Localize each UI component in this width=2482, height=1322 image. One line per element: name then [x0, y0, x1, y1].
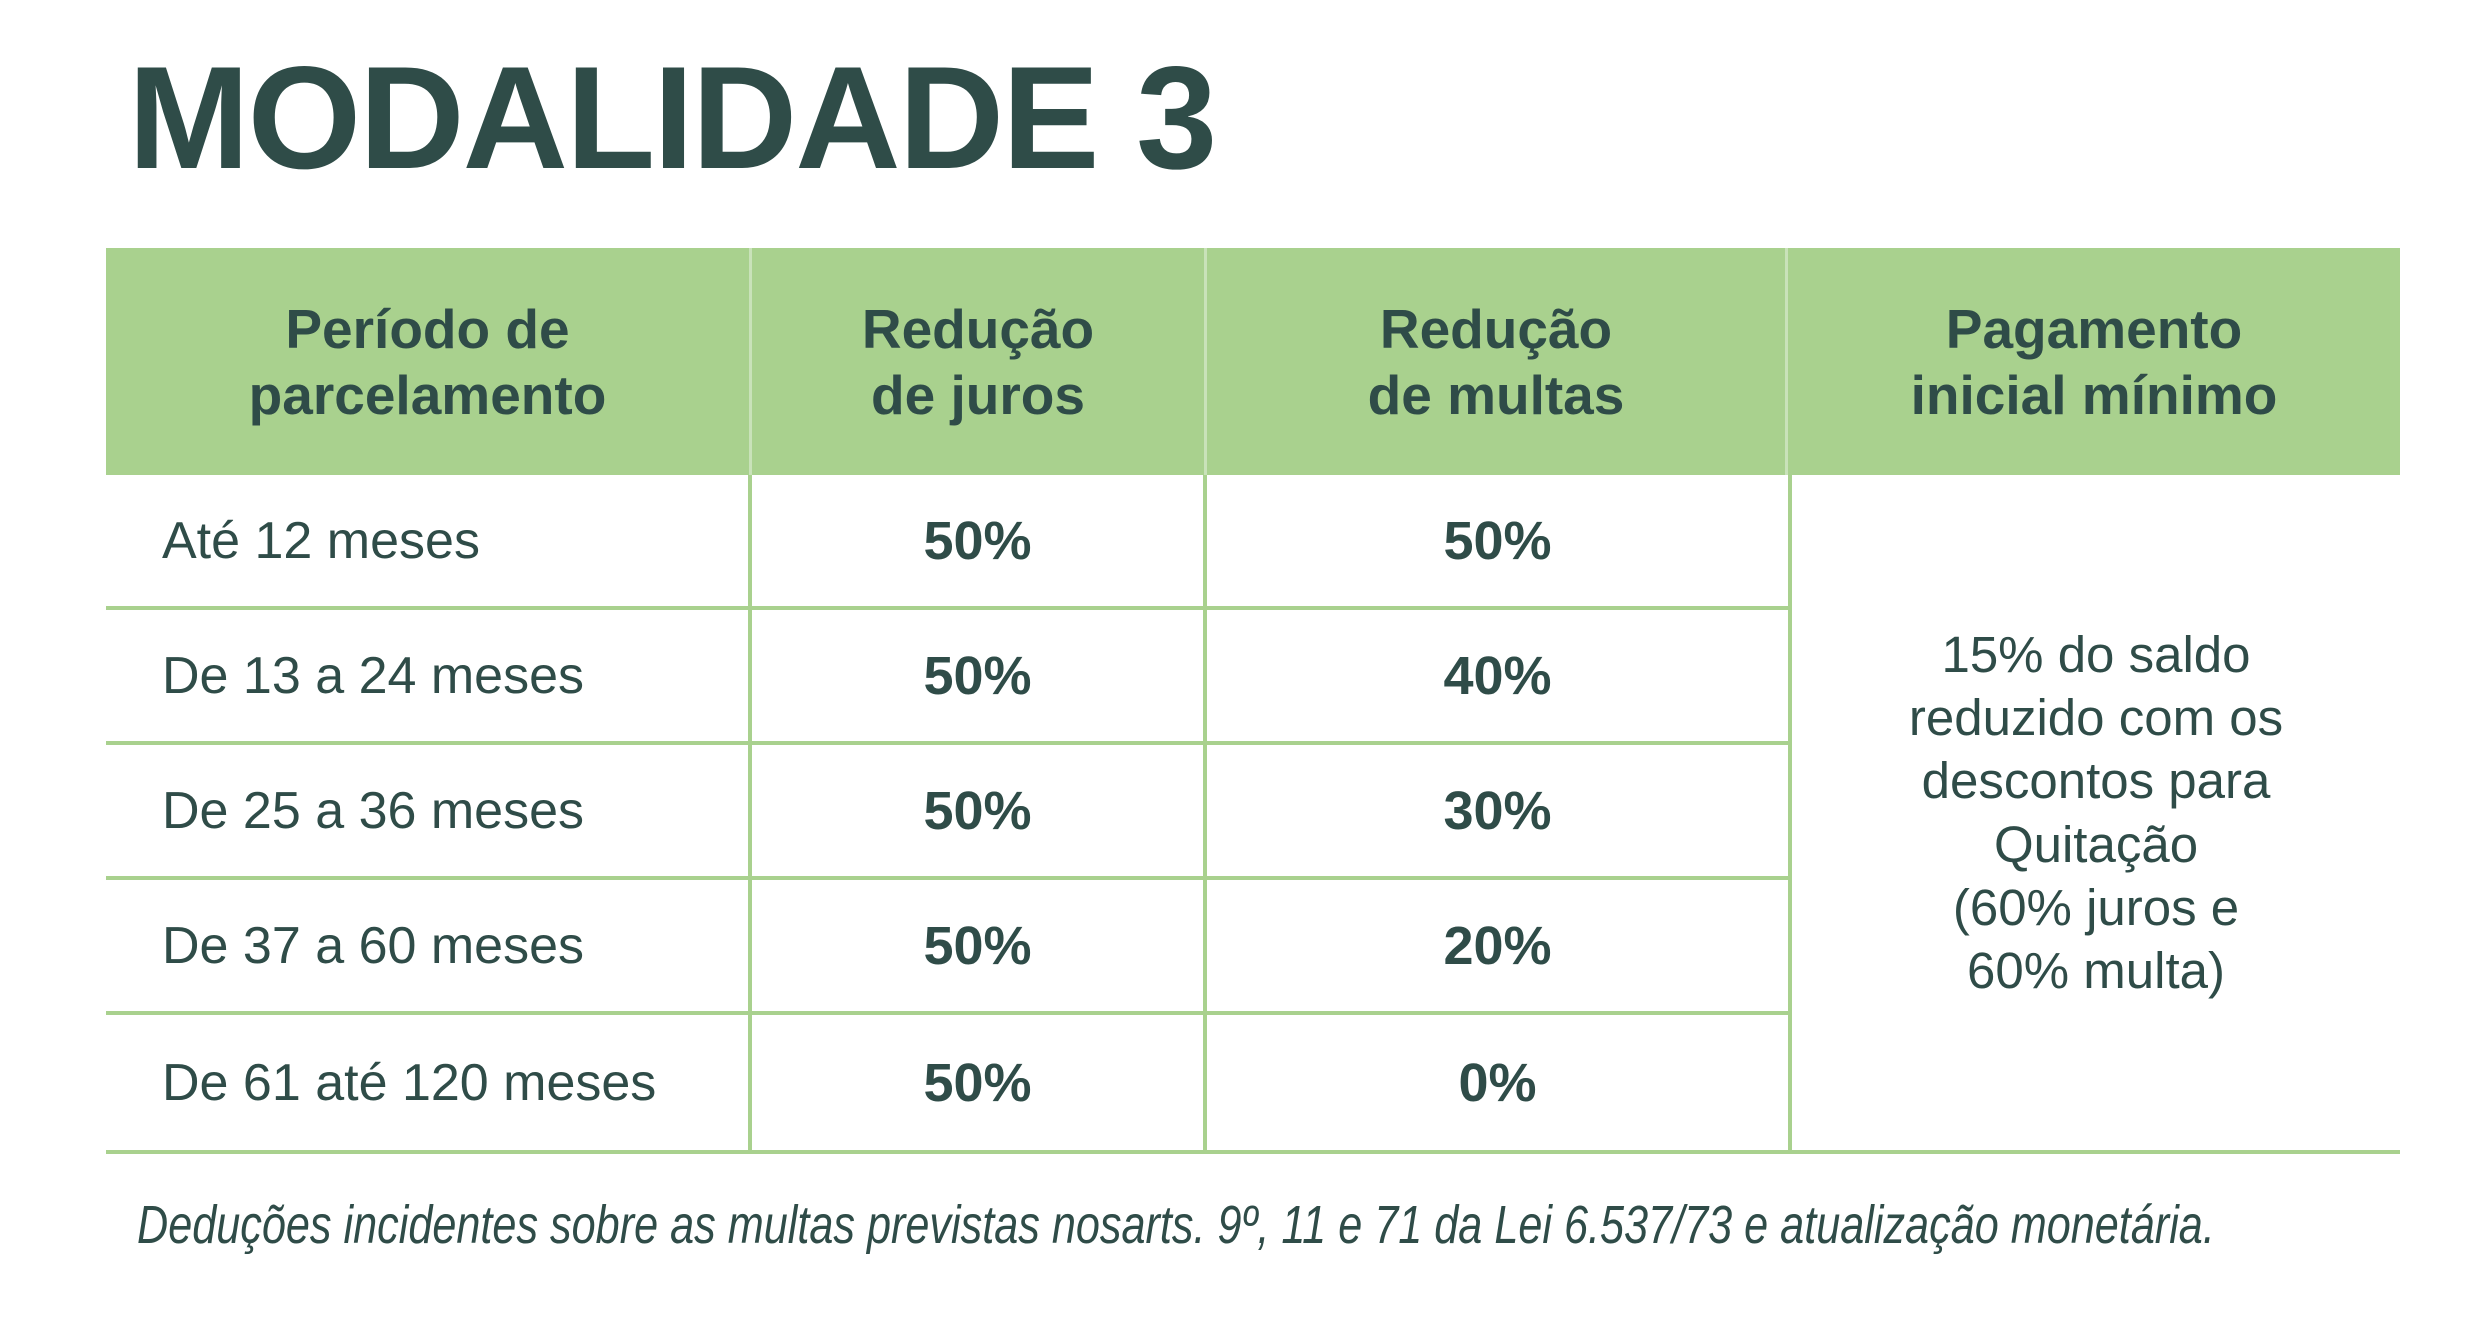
pagamento-inicial-minimo-merged-cell: 15% do saldo reduzido com os descontos p…: [1788, 475, 2400, 1150]
table-row: Até 12 meses 50% 50%: [106, 475, 1788, 610]
modalidade-table: Período de parcelamento Redução de juros…: [106, 248, 2400, 1154]
periodo-cell: De 25 a 36 meses: [106, 745, 752, 876]
periodo-cell: De 37 a 60 meses: [106, 880, 752, 1011]
page-title: MODALIDADE 3: [128, 36, 1217, 199]
reducao-multas-cell: 50%: [1443, 510, 1552, 571]
column-header-reducao-multas: Redução de multas: [1207, 248, 1788, 475]
table-row: De 37 a 60 meses 50% 20%: [106, 880, 1788, 1015]
reducao-multas-cell: 0%: [1458, 1052, 1537, 1113]
reducao-juros-cell: 50%: [752, 475, 1207, 606]
periodo-cell: Até 12 meses: [106, 475, 752, 606]
reducao-multas-cell: 40%: [1443, 645, 1552, 706]
column-header-periodo-parcelamento: Período de parcelamento: [106, 248, 752, 475]
column-header-pagamento-inicial: Pagamento inicial mínimo: [1910, 297, 2278, 426]
table-header-row: Período de parcelamento Redução de juros…: [106, 248, 2400, 475]
reducao-juros-cell: 50%: [752, 880, 1207, 1011]
table-body: Até 12 meses 50% 50% De 13 a 24 meses 50…: [106, 475, 2400, 1154]
reducao-juros-cell: 50%: [752, 1015, 1207, 1150]
periodo-cell: De 13 a 24 meses: [106, 610, 752, 741]
table-row: De 13 a 24 meses 50% 40%: [106, 610, 1788, 745]
reducao-juros-cell: 50%: [752, 610, 1207, 741]
reducao-multas-cell: 20%: [1443, 915, 1552, 976]
footnote: Deduções incidentes sobre as multas prev…: [137, 1194, 2215, 1256]
table-row: De 25 a 36 meses 50% 30%: [106, 745, 1788, 880]
table-body-left-columns: Até 12 meses 50% 50% De 13 a 24 meses 50…: [106, 475, 1788, 1150]
periodo-cell: De 61 até 120 meses: [106, 1015, 752, 1150]
reducao-juros-cell: 50%: [752, 745, 1207, 876]
column-header-reducao-juros: Redução de juros: [752, 248, 1207, 475]
table-row: De 61 até 120 meses 50% 0%: [106, 1015, 1788, 1150]
footnote-part1: Deduções incidentes sobre as multas prev…: [137, 1195, 1122, 1255]
footnote-part2: arts. 9º, 11 e 71 da Lei 6.537/73 e atua…: [1121, 1195, 2215, 1255]
reducao-multas-cell: 30%: [1443, 780, 1552, 841]
